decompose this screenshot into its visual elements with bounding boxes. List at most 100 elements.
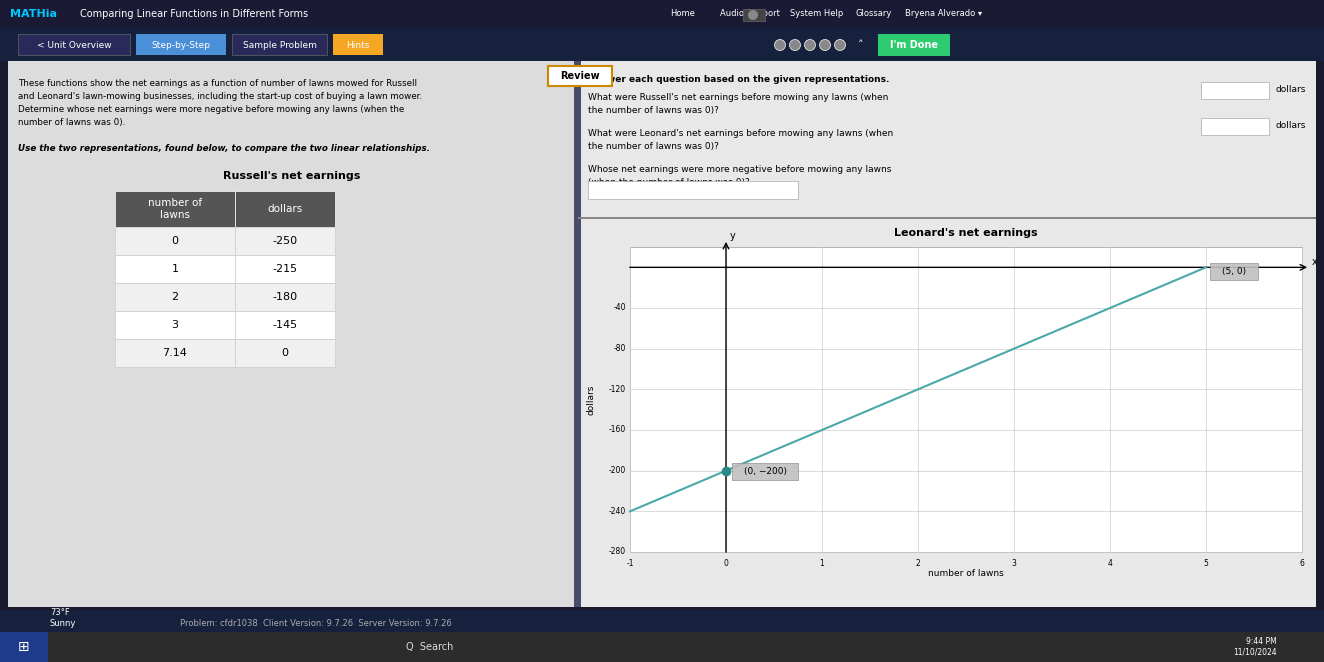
- Bar: [234, 283, 335, 311]
- Bar: [579, 61, 1316, 607]
- Text: 3: 3: [172, 320, 179, 330]
- Text: Sample Problem: Sample Problem: [242, 40, 316, 50]
- Text: 4: 4: [1108, 559, 1112, 568]
- Text: the number of lawns was 0)?: the number of lawns was 0)?: [588, 106, 719, 115]
- Bar: [878, 34, 951, 56]
- Text: I'm Done: I'm Done: [890, 40, 937, 50]
- Circle shape: [775, 40, 785, 50]
- Text: Audio Support: Audio Support: [720, 9, 780, 19]
- Bar: [0, 632, 48, 662]
- Text: 1: 1: [172, 264, 179, 274]
- Text: What were Russell's net earnings before mowing any lawns (when: What were Russell's net earnings before …: [588, 93, 888, 102]
- Text: number of
lawns: number of lawns: [148, 198, 203, 220]
- Bar: [1201, 82, 1268, 99]
- Text: -1: -1: [626, 559, 634, 568]
- Text: dollars: dollars: [1276, 122, 1307, 130]
- Text: Determine whose net earnings were more negative before mowing any lawns (when th: Determine whose net earnings were more n…: [19, 105, 404, 114]
- Text: Glossary: Glossary: [855, 9, 891, 19]
- Text: Comparing Linear Functions in Different Forms: Comparing Linear Functions in Different …: [79, 9, 308, 19]
- Bar: [0, 0, 1324, 28]
- Bar: [0, 28, 1324, 61]
- Circle shape: [805, 40, 816, 50]
- Bar: [1201, 118, 1268, 135]
- Bar: [19, 34, 130, 55]
- Text: 0: 0: [282, 348, 289, 358]
- Text: (5, 0): (5, 0): [1222, 267, 1246, 276]
- Bar: [115, 311, 234, 339]
- Text: -160: -160: [609, 426, 626, 434]
- Text: -145: -145: [273, 320, 298, 330]
- Text: These functions show the net earnings as a function of number of lawns mowed for: These functions show the net earnings as…: [19, 79, 417, 88]
- Text: the number of lawns was 0)?: the number of lawns was 0)?: [588, 142, 719, 151]
- Bar: [1210, 263, 1258, 280]
- Bar: [115, 227, 234, 255]
- Text: -40: -40: [613, 303, 626, 312]
- Bar: [115, 191, 234, 227]
- Bar: [115, 339, 234, 367]
- Bar: [0, 610, 1324, 662]
- Text: dollars: dollars: [587, 385, 596, 414]
- Text: Whose net earnings were more negative before mowing any lawns: Whose net earnings were more negative be…: [588, 165, 891, 174]
- Text: dollars: dollars: [267, 204, 303, 214]
- Text: -120: -120: [609, 385, 626, 394]
- Circle shape: [834, 40, 846, 50]
- Text: -180: -180: [273, 292, 298, 302]
- Text: Hints: Hints: [347, 40, 369, 50]
- Text: Problem: cfdr1038  Client Version: 9.7.26  Server Version: 9.7.26: Problem: cfdr1038 Client Version: 9.7.26…: [180, 620, 451, 628]
- Circle shape: [789, 40, 801, 50]
- Text: System Help: System Help: [790, 9, 843, 19]
- Text: number of lawns: number of lawns: [928, 569, 1004, 579]
- Bar: [232, 34, 327, 55]
- Text: -240: -240: [609, 507, 626, 516]
- Text: 3: 3: [1012, 559, 1017, 568]
- Text: Q  Search: Q Search: [406, 642, 454, 652]
- Text: 0: 0: [172, 236, 179, 246]
- Bar: [334, 34, 383, 55]
- Text: Answer each question based on the given representations.: Answer each question based on the given …: [588, 75, 890, 84]
- Bar: [630, 247, 1301, 552]
- Bar: [8, 61, 576, 607]
- Text: x: x: [1312, 258, 1317, 267]
- Bar: [575, 61, 581, 607]
- Bar: [234, 311, 335, 339]
- Text: Bryena Alverado ▾: Bryena Alverado ▾: [906, 9, 982, 19]
- Text: 0: 0: [723, 559, 728, 568]
- Text: 9:44 PM
11/10/2024: 9:44 PM 11/10/2024: [1233, 638, 1276, 657]
- Text: number of lawns was 0).: number of lawns was 0).: [19, 118, 126, 127]
- Text: and Leonard's lawn-mowing businesses, including the start-up cost of buying a la: and Leonard's lawn-mowing businesses, in…: [19, 92, 422, 101]
- Text: y: y: [730, 231, 736, 241]
- Text: MATHia: MATHia: [11, 9, 57, 19]
- Text: ⊞: ⊞: [19, 640, 30, 654]
- Bar: [0, 632, 1324, 662]
- Bar: [234, 255, 335, 283]
- Text: -250: -250: [273, 236, 298, 246]
- Text: CARNEGIE
LEARNING: CARNEGIE LEARNING: [940, 638, 980, 658]
- Text: -215: -215: [273, 264, 298, 274]
- Text: Review: Review: [560, 71, 600, 81]
- Text: 2: 2: [916, 559, 920, 568]
- Text: Leonard's net earnings: Leonard's net earnings: [894, 228, 1038, 238]
- Circle shape: [748, 10, 759, 20]
- Text: 5: 5: [1204, 559, 1209, 568]
- Text: ˄: ˄: [858, 40, 863, 50]
- Text: © 2023 Carnegie Learning: © 2023 Carnegie Learning: [839, 643, 951, 653]
- Text: 6: 6: [1300, 559, 1304, 568]
- Bar: [548, 66, 612, 86]
- Text: -80: -80: [613, 344, 626, 353]
- Bar: [234, 339, 335, 367]
- Bar: [579, 217, 1316, 219]
- Bar: [136, 34, 226, 55]
- Text: 73°F
Sunny: 73°F Sunny: [50, 608, 77, 628]
- Text: (0, −200): (0, −200): [744, 467, 786, 476]
- Text: What were Leonard's net earnings before mowing any lawns (when: What were Leonard's net earnings before …: [588, 129, 894, 138]
- Bar: [115, 283, 234, 311]
- Text: Use the two representations, found below, to compare the two linear relationship: Use the two representations, found below…: [19, 144, 430, 153]
- Text: Step-by-Step: Step-by-Step: [151, 40, 211, 50]
- Text: Home: Home: [670, 9, 695, 19]
- Bar: [743, 9, 765, 21]
- Bar: [115, 255, 234, 283]
- Text: < Unit Overview: < Unit Overview: [37, 40, 111, 50]
- Text: 2: 2: [171, 292, 179, 302]
- Text: (when the number of lawns was 0)?: (when the number of lawns was 0)?: [588, 178, 749, 187]
- Text: 7.14: 7.14: [163, 348, 188, 358]
